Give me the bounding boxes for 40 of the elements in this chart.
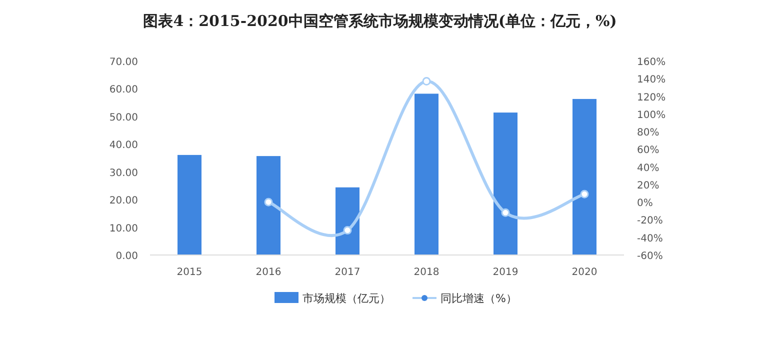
bar [336, 187, 360, 255]
x-tick-label: 2018 [414, 267, 440, 278]
y2-tick-label: 80% [637, 128, 660, 139]
y-tick-label: 20.00 [109, 196, 138, 207]
y-tick-label: 40.00 [109, 140, 138, 152]
y2-tick-label: -60% [637, 251, 663, 262]
y2-tick-label: 20% [637, 180, 660, 192]
point [343, 226, 352, 235]
y-tick-label: 50.00 [109, 112, 138, 124]
y2-tick-label: 60% [637, 145, 660, 156]
y2-tick-label: 0% [637, 198, 653, 210]
x-tick-label: 2015 [176, 267, 202, 278]
legend-label: 市场规模（亿元） [302, 292, 390, 305]
point [422, 77, 431, 86]
y-tick-label: 70.00 [109, 57, 138, 68]
y-tick-label: 30.00 [109, 168, 138, 179]
x-tick-label: 2020 [572, 267, 598, 278]
x-tick-label: 2019 [492, 267, 518, 278]
point [264, 198, 273, 206]
x-tick-label: 2016 [256, 267, 282, 278]
y2-tick-label: 40% [637, 162, 660, 174]
bar [494, 112, 518, 255]
bar [256, 156, 280, 255]
y2-tick-label: 160% [637, 57, 666, 68]
bar [572, 98, 596, 255]
bar [414, 94, 438, 255]
y-tick-label: 10.00 [109, 223, 138, 234]
point [501, 208, 510, 217]
y2-tick-label: 120% [637, 92, 666, 104]
y2-tick-label: 100% [637, 110, 666, 121]
y-tick-label: 0.00 [116, 251, 138, 262]
y2-tick-label: -20% [637, 216, 663, 227]
y2-tick-label: -40% [637, 233, 663, 244]
x-tick-label: 2017 [334, 267, 360, 278]
chart-title: 图表4：2015-2020中国空管系统市场规模变动情况(单位：亿元，%) [143, 12, 617, 30]
y-tick-label: 60.00 [109, 84, 138, 96]
y2-tick-label: 140% [637, 74, 666, 86]
bar [178, 154, 202, 255]
point [580, 190, 589, 198]
legend-label: 同比增速（%） [440, 292, 517, 305]
